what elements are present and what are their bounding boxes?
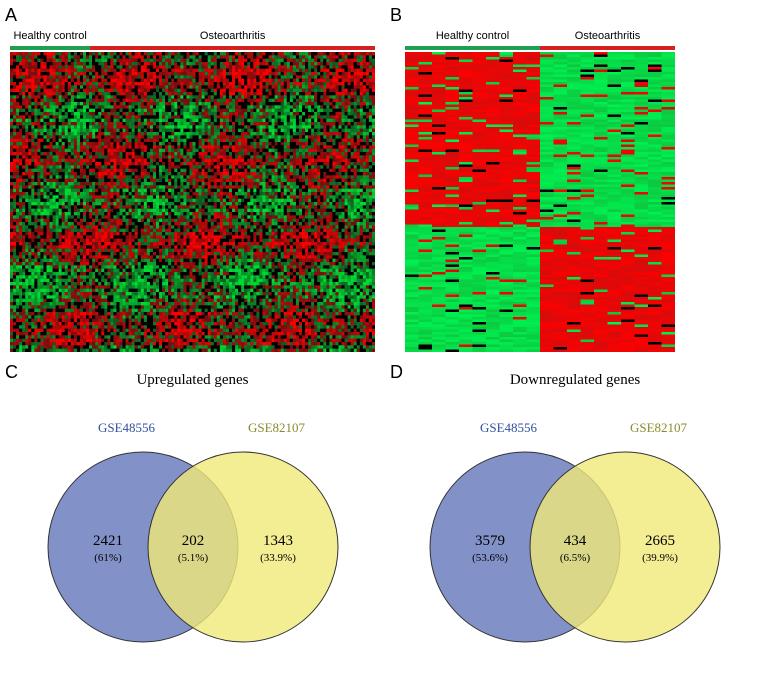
venn-d-title: Downregulated genes	[395, 372, 755, 389]
panel-a-bar-healthy	[10, 46, 90, 50]
panel-a-group-label-oa: Osteoarthritis	[90, 30, 375, 42]
heatmap-a-container: Healthy control Osteoarthritis 0.640.430…	[10, 10, 375, 352]
venn-c-title: Upregulated genes	[10, 372, 375, 389]
panel-d: D Downregulated genes GSE48556 GSE82107 …	[395, 367, 755, 647]
venn-c-container: Upregulated genes GSE48556 GSE82107 2421…	[10, 367, 375, 647]
venn-d-svg: GSE48556 GSE82107 3579 (53.6%) 434 (6.5%…	[395, 397, 755, 647]
panel-b-bar-healthy	[405, 46, 540, 50]
panel-b-group-label-oa: Osteoarthritis	[540, 30, 675, 42]
heatmap-b: 3.672.451.220.00-1.22-2.45-3.67	[405, 52, 675, 352]
panel-a-group-label-healthy: Healthy control	[10, 30, 90, 42]
panel-c: C Upregulated genes GSE48556 GSE82107 24…	[10, 367, 375, 647]
venn-d-container: Downregulated genes GSE48556 GSE82107 35…	[395, 367, 755, 647]
panel-c-label: C	[5, 362, 18, 383]
panel-a: A Healthy control Osteoarthritis 0.640.4…	[10, 10, 375, 352]
panel-a-bar-oa	[90, 46, 375, 50]
heatmap-b-container: Healthy control Osteoarthritis 3.672.451…	[395, 10, 755, 352]
panel-b: B Healthy control Osteoarthritis 3.672.4…	[395, 10, 755, 352]
panel-b-group-labels: Healthy control Osteoarthritis	[405, 30, 675, 42]
panel-a-group-bars	[10, 46, 375, 50]
venn-c-svg: GSE48556 GSE82107 2421 (61%) 202 (5.1%) …	[13, 397, 373, 647]
panel-b-group-label-healthy: Healthy control	[405, 30, 540, 42]
panel-a-group-labels: Healthy control Osteoarthritis	[10, 30, 375, 42]
panel-b-bar-oa	[540, 46, 675, 50]
figure: A Healthy control Osteoarthritis 0.640.4…	[10, 10, 755, 647]
panel-d-label: D	[390, 362, 403, 383]
heatmap-a: 0.640.430.210.00-0.21-0.43-0.64	[10, 52, 375, 352]
panel-b-group-bars	[405, 46, 675, 50]
